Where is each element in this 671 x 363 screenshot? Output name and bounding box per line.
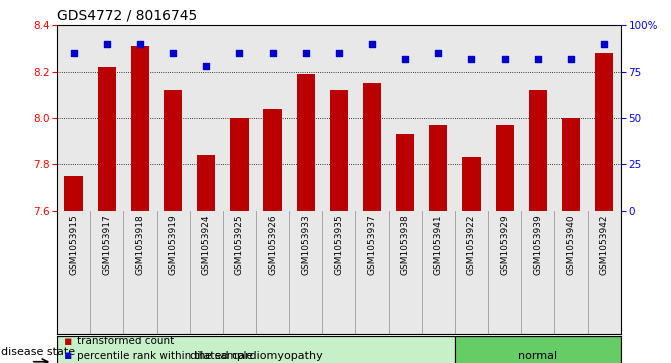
Point (466, 56, 477, 62)
Bar (429, 125, 448, 211)
Text: ▪: ▪ (64, 349, 72, 362)
Text: normal: normal (518, 351, 558, 361)
Bar (98, 67, 116, 211)
Text: disease state: disease state (1, 347, 75, 357)
Point (101, 41, 112, 47)
Bar (57, 336, 455, 363)
Point (301, 50, 311, 56)
Text: percentile rank within the sample: percentile rank within the sample (77, 351, 253, 361)
Text: GSM1053925: GSM1053925 (235, 214, 244, 275)
Bar (264, 109, 282, 211)
Point (366, 41, 377, 47)
Point (400, 56, 411, 62)
Point (566, 56, 576, 62)
Text: GSM1053919: GSM1053919 (168, 214, 178, 275)
Text: GSM1053941: GSM1053941 (434, 214, 443, 275)
Bar (297, 74, 315, 211)
Text: transformed count: transformed count (77, 336, 174, 346)
Bar (529, 90, 547, 211)
Bar (495, 125, 514, 211)
Text: GSM1053940: GSM1053940 (566, 214, 576, 275)
Point (267, 50, 278, 56)
Text: GSM1053935: GSM1053935 (334, 214, 344, 275)
Bar (164, 90, 183, 211)
Point (68, 50, 79, 56)
Bar (329, 90, 348, 211)
Text: ▪: ▪ (64, 335, 72, 348)
Bar (562, 118, 580, 211)
Text: GSM1053939: GSM1053939 (533, 214, 542, 275)
Point (201, 63, 211, 69)
Point (499, 56, 510, 62)
Text: GSM1053938: GSM1053938 (401, 214, 410, 275)
Point (168, 50, 178, 56)
Text: GSM1053924: GSM1053924 (202, 214, 211, 275)
Bar (462, 157, 480, 211)
Text: GDS4772 / 8016745: GDS4772 / 8016745 (57, 9, 197, 23)
Bar (396, 134, 414, 211)
Bar (363, 83, 381, 211)
Text: GSM1053922: GSM1053922 (467, 214, 476, 275)
Point (433, 50, 444, 56)
Bar (197, 155, 215, 211)
Point (234, 50, 245, 56)
Bar (131, 46, 149, 211)
Text: GSM1053933: GSM1053933 (301, 214, 310, 275)
Text: GSM1053915: GSM1053915 (69, 214, 78, 275)
Text: GSM1053942: GSM1053942 (600, 214, 609, 275)
Text: GSM1053926: GSM1053926 (268, 214, 277, 275)
Bar (595, 53, 613, 211)
Bar (230, 118, 248, 211)
Point (599, 41, 609, 47)
Text: GSM1053917: GSM1053917 (102, 214, 111, 275)
Text: dilated cardiomyopathy: dilated cardiomyopathy (190, 351, 322, 361)
Text: GSM1053918: GSM1053918 (136, 214, 144, 275)
Bar (64, 176, 83, 211)
Point (532, 56, 543, 62)
Point (135, 41, 146, 47)
Point (333, 50, 344, 56)
Bar (455, 336, 621, 363)
Text: GSM1053929: GSM1053929 (500, 214, 509, 275)
Text: GSM1053937: GSM1053937 (368, 214, 376, 275)
